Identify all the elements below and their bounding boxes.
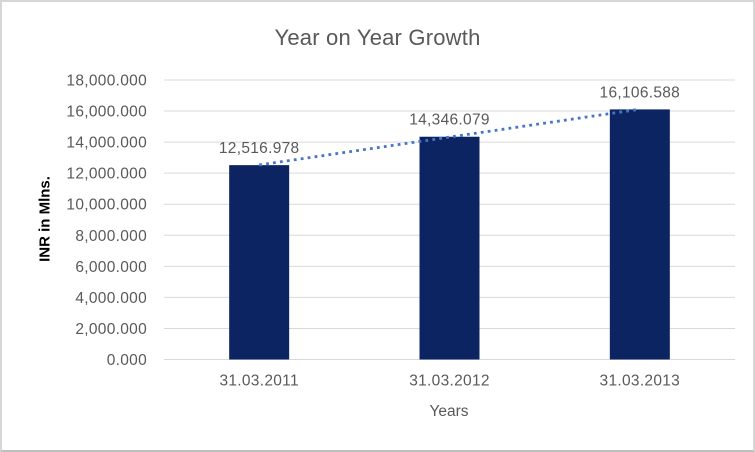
- y-tick-label: 16,000.000: [66, 104, 147, 121]
- y-tick-label: 4,000.000: [75, 290, 147, 307]
- x-axis-title: Years: [429, 403, 469, 420]
- trendline: [258, 107, 641, 167]
- y-tick-label: 10,000.000: [66, 197, 147, 214]
- bar: [609, 109, 670, 360]
- bar: [419, 136, 480, 360]
- chart-title: Year on Year Growth: [274, 25, 481, 50]
- y-tick-label: 8,000.000: [75, 228, 147, 245]
- data-label: 16,106.588: [600, 84, 681, 101]
- bar: [229, 165, 290, 360]
- y-tick-label: 2,000.000: [75, 321, 147, 338]
- data-label: 14,346.079: [409, 112, 490, 129]
- y-tick-label: 0.000: [107, 352, 147, 369]
- x-category-label: 31.03.2013: [600, 373, 681, 390]
- y-tick-label: 18,000.000: [66, 73, 147, 90]
- y-tick-label: 14,000.000: [66, 135, 147, 152]
- data-label: 12,516.978: [219, 140, 300, 157]
- y-tick-label: 6,000.000: [75, 259, 147, 276]
- x-category-label: 31.03.2012: [409, 373, 490, 390]
- x-category-label: 31.03.2011: [219, 373, 298, 390]
- y-tick-label: 12,000.000: [66, 166, 147, 183]
